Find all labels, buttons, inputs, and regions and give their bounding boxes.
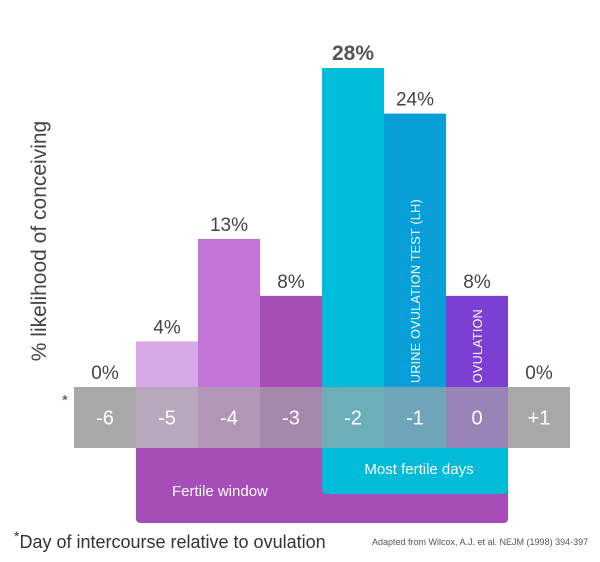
axis-cell-tint	[384, 387, 446, 448]
x-tick-label: -1	[406, 408, 424, 430]
x-tick-label: -3	[282, 408, 300, 430]
axis-cell-tint	[322, 387, 384, 448]
x-tick-label: -2	[344, 408, 362, 430]
axis-cell-tint	[198, 387, 260, 448]
data-label: 28%	[332, 42, 374, 65]
data-label: 8%	[277, 272, 305, 293]
bar	[198, 238, 260, 387]
data-label: 0%	[525, 363, 553, 384]
x-tick-label: 0	[471, 408, 482, 430]
bar	[384, 113, 446, 388]
citation: Adapted from Wilcox, A.J. et al. NEJM (1…	[372, 537, 589, 547]
data-label: 8%	[463, 272, 491, 293]
bars-layer	[136, 68, 508, 388]
bar-annotation: OVULATION	[471, 309, 485, 383]
data-label: 24%	[396, 90, 434, 111]
x-tick-label: -5	[158, 408, 176, 430]
bar	[322, 68, 384, 387]
x-tick-label: +1	[528, 408, 551, 430]
axis-band	[74, 387, 570, 448]
bar-annotation: URINE OVULATION TEST (LH)	[409, 199, 423, 383]
axis-asterisk: *	[62, 392, 68, 409]
footnote-star: *	[14, 528, 20, 544]
value-labels: 0% 4% 13% 8% 28% 24% 8% 0% URINE OVULATION TEST …	[91, 42, 553, 384]
bar	[136, 341, 198, 387]
axis-cell-tint	[446, 387, 508, 448]
data-label: 4%	[153, 317, 181, 338]
data-label: 13%	[210, 215, 248, 236]
x-tick-label: -4	[220, 408, 238, 430]
x-axis: -6 -5 -4 -3 -2 -1 0 +1	[74, 387, 570, 448]
bar	[446, 295, 508, 387]
x-axis-note: *Day of intercourse relative to ovulatio…	[14, 528, 326, 553]
range-label: Fertile window	[172, 483, 268, 500]
axis-cell-tint	[136, 387, 198, 448]
data-label: 0%	[91, 363, 119, 384]
x-tick-label: -6	[96, 408, 114, 430]
axis-cell-tint	[260, 387, 322, 448]
range-label: Most fertile days	[364, 461, 473, 478]
x-axis-note-text: Day of intercourse relative to ovulation	[19, 532, 326, 552]
y-axis-label: % likelihood of conceiving	[28, 121, 51, 361]
bar	[260, 295, 322, 387]
